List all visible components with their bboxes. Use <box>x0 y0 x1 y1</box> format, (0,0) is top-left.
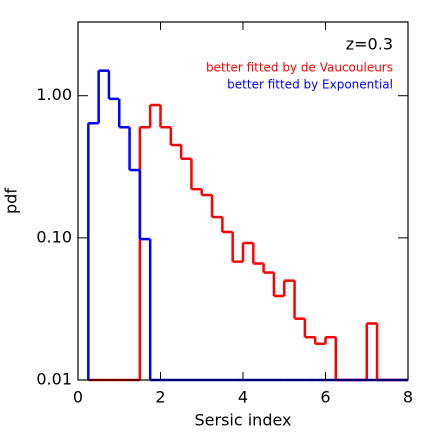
x-tick-label: 6 <box>320 388 330 407</box>
x-tick-label: 2 <box>155 388 165 407</box>
x-tick-label: 8 <box>403 388 413 407</box>
y-axis-label: pdf <box>2 188 21 214</box>
legend-entry: better fitted by de Vaucouleurs <box>206 61 393 75</box>
plot-frame <box>77 21 409 381</box>
y-tick-label: 0.01 <box>36 370 72 389</box>
x-axis-label: Sersic index <box>194 411 291 430</box>
chart-title: z=0.3 <box>346 35 393 54</box>
x-tick-label: 0 <box>73 388 83 407</box>
x-tick-label: 4 <box>238 388 248 407</box>
y-tick-label: 0.10 <box>36 227 72 246</box>
y-tick-label: 1.00 <box>36 85 72 104</box>
legend-entry: better fitted by Exponential <box>227 78 393 92</box>
